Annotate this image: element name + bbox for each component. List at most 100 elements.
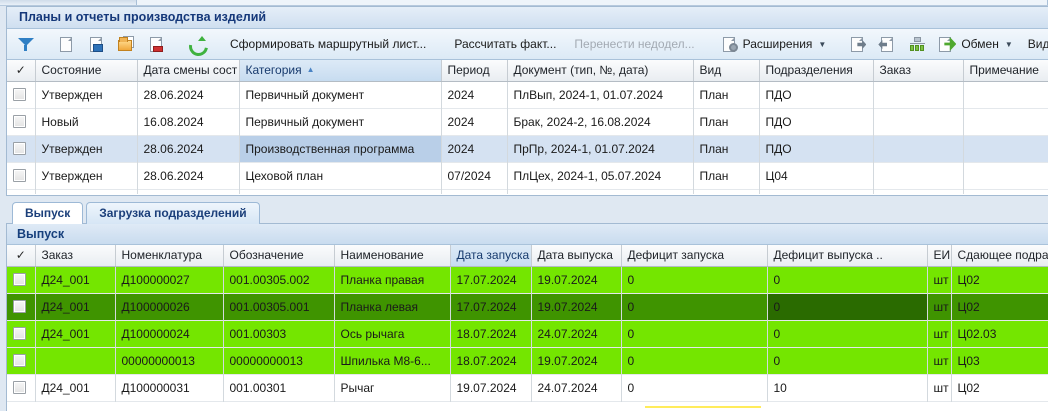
cell-state[interactable]: Утвержден (35, 162, 138, 189)
cell-kind[interactable]: План (693, 81, 760, 108)
cell-kind[interactable] (693, 189, 760, 194)
cell-release_date[interactable]: 19.07.2024 (531, 293, 622, 321)
column-header-note[interactable]: Примечание (963, 60, 1048, 82)
cell-note[interactable] (963, 135, 1048, 162)
select-all-check-icon[interactable]: ✓ (15, 248, 26, 263)
column-header-kind[interactable]: Вид (693, 60, 760, 82)
delete-document-button[interactable] (141, 32, 171, 57)
column-header-deficit_release[interactable]: Дефицит выпуска .. (767, 245, 928, 267)
cell-order[interactable] (873, 189, 964, 194)
cell-state_date[interactable]: 16.08.2024 (137, 108, 240, 135)
cell-document[interactable] (507, 189, 694, 194)
cell-deficit_start[interactable]: 0 (621, 293, 768, 321)
table-row[interactable] (7, 189, 1048, 194)
table-row[interactable]: Д24_001 Д100000027 001.00305.002 Планка пра… (7, 266, 1048, 293)
extensions-menu-button[interactable]: Расширения ▼ (714, 32, 833, 57)
cell-category[interactable]: Производственная программа (239, 135, 442, 162)
row-checkbox[interactable] (13, 141, 26, 155)
cell-deficit_release[interactable]: 0 (767, 266, 928, 293)
table-row[interactable]: Д24_001 Д100000031 001.00301 Рычаг 19.07.202… (7, 374, 1048, 401)
cell-designation[interactable]: 001.00305.002 (223, 266, 335, 293)
tab-zagruzka[interactable]: Загрузка подразделений (86, 202, 260, 224)
cell-order[interactable]: Д24_001 (35, 374, 116, 401)
table-row[interactable]: Д24_001 Д100000026 001.00305.001 Планка лев… (7, 293, 1048, 321)
column-header-release_date[interactable]: Дата выпуска (531, 245, 622, 267)
cell-unit[interactable]: шт (927, 320, 952, 347)
row-checkbox-cell[interactable] (7, 293, 36, 321)
cell-state[interactable] (35, 189, 138, 194)
row-checkbox-cell[interactable] (7, 81, 36, 108)
plans-grid-scroll[interactable]: ✓ Состояние Дата смены сост Категория ▲ Перио… (7, 60, 1048, 195)
cell-handing_subdivision[interactable]: Ц02 (951, 266, 1048, 293)
cell-state[interactable]: Новый (35, 108, 138, 135)
cell-order[interactable] (35, 347, 116, 374)
row-checkbox[interactable] (13, 272, 26, 286)
cell-document[interactable]: Брак, 2024-2, 16.08.2024 (507, 108, 694, 135)
cell-release_date[interactable]: 24.07.2024 (531, 374, 622, 401)
row-checkbox-cell[interactable] (7, 189, 36, 194)
row-checkbox[interactable] (13, 168, 26, 182)
cell-category[interactable]: Цеховой план (239, 162, 442, 189)
cell-order[interactable]: Д24_001 (35, 293, 116, 321)
cell-state[interactable]: Утвержден (35, 81, 138, 108)
copy-document-button[interactable] (81, 32, 111, 57)
cell-subdivision[interactable]: ПДО (759, 108, 874, 135)
cell-period[interactable]: 2024 (441, 108, 508, 135)
column-header-check[interactable]: ✓ (7, 245, 36, 267)
cell-subdivision[interactable] (759, 189, 874, 194)
select-all-check-icon[interactable]: ✓ (15, 63, 26, 78)
cell-deficit_start[interactable]: 0 (621, 320, 768, 347)
cell-deficit_release[interactable]: 10 (767, 374, 928, 401)
cell-designation[interactable]: 001.00301 (223, 374, 335, 401)
table-row[interactable]: 00000000013 00000000013 Шпилька М8-6... 18.… (7, 347, 1048, 374)
cell-state[interactable]: Утвержден (35, 135, 138, 162)
calculate-fact-button[interactable]: Рассчитать факт... (454, 37, 557, 51)
cell-order[interactable]: Д24_001 (35, 266, 116, 293)
column-header-name[interactable]: Наименование (334, 245, 451, 267)
column-header-deficit_start[interactable]: Дефицит запуска (621, 245, 768, 267)
cell-note[interactable] (963, 189, 1048, 194)
cell-release_date[interactable]: 19.07.2024 (531, 266, 622, 293)
cell-nomenclature[interactable]: Д100000024 (115, 320, 224, 347)
column-header-handing_subdivision[interactable]: Сдающее подраз (951, 245, 1048, 267)
cell-state_date[interactable]: 28.06.2024 (137, 81, 240, 108)
cell-document[interactable]: ПлВып, 2024-1, 01.07.2024 (507, 81, 694, 108)
exchange-menu-button[interactable]: Обмен ▼ (932, 32, 1018, 57)
vypusk-grid-scroll[interactable]: ✓ Заказ Номенклатура Обозначение Наименовани… (7, 245, 1048, 411)
cell-period[interactable]: 07/2024 (441, 162, 508, 189)
column-header-check[interactable]: ✓ (7, 60, 36, 82)
cell-start_date[interactable]: 19.07.2024 (450, 374, 532, 401)
column-header-subdivision[interactable]: Подразделения (759, 60, 874, 82)
table-row[interactable]: Утвержден 28.06.2024 Производственная прог… (7, 135, 1048, 162)
row-checkbox-cell[interactable] (7, 320, 36, 347)
cell-start_date[interactable]: 17.07.2024 (450, 266, 532, 293)
column-header-unit[interactable]: ЕИ (927, 245, 952, 267)
cell-nomenclature[interactable]: 00000000013 (115, 347, 224, 374)
column-header-nomenclature[interactable]: Номенклатура (115, 245, 224, 267)
cell-kind[interactable]: План (693, 162, 760, 189)
row-checkbox[interactable] (13, 353, 26, 367)
cell-name[interactable]: Рычаг (334, 374, 451, 401)
cell-deficit_release[interactable]: 0 (767, 293, 928, 321)
cell-document[interactable]: ПрПр, 2024-1, 01.07.2024 (507, 135, 694, 162)
column-header-period[interactable]: Период (441, 60, 508, 82)
cell-start_date[interactable]: 17.07.2024 (450, 293, 532, 321)
cell-document[interactable]: ПлЦех, 2024-1, 05.07.2024 (507, 162, 694, 189)
row-checkbox-cell[interactable] (7, 347, 36, 374)
cell-release_date[interactable]: 24.07.2024 (531, 320, 622, 347)
cell-release_date[interactable]: 19.07.2024 (531, 347, 622, 374)
cell-unit[interactable]: шт (927, 266, 952, 293)
column-header-category[interactable]: Категория ▲ (239, 60, 442, 82)
filter-button[interactable] (11, 32, 41, 57)
row-checkbox-cell[interactable] (7, 108, 36, 135)
cell-unit[interactable]: шт (927, 293, 952, 321)
row-checkbox-cell[interactable] (7, 266, 36, 293)
row-checkbox-cell[interactable] (7, 135, 36, 162)
row-checkbox[interactable] (13, 380, 26, 394)
cell-state_date[interactable]: 28.06.2024 (137, 162, 240, 189)
refresh-button[interactable] (181, 32, 211, 57)
cell-subdivision[interactable]: Ц04 (759, 162, 874, 189)
cell-deficit_release[interactable]: 0 (767, 320, 928, 347)
cell-state_date[interactable]: 28.06.2024 (137, 135, 240, 162)
row-checkbox-cell[interactable] (7, 374, 36, 401)
